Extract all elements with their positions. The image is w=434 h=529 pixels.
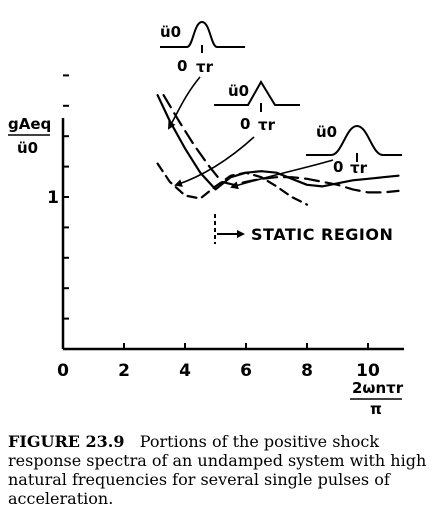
pulse-3-zero-label: 0 [333,158,343,176]
pulse-3-amplitude-label: ü0 [316,123,337,141]
pulse-1-pointer-arrow [168,76,201,130]
x-axis-title-denominator: π [370,400,382,418]
y-axis-title-denominator: ü0 [17,139,38,157]
y-axis-title-numerator: gAeq [8,115,51,133]
x-tick-label: 6 [240,361,252,381]
pulse-2-zero-label: 0 [240,115,250,133]
pulse-3-tau-label: τr [350,159,368,177]
pulse-1-amplitude-label: ü0 [160,23,181,41]
pulse-2-amplitude-label: ü0 [228,82,249,100]
pulse-2-pointer-arrow [174,136,255,187]
figure-caption-text: Portions of the positive shock response … [8,432,427,508]
pulse-3-pointer-arrow [230,159,334,190]
x-axis-title-numerator: 2ωnτr [352,379,404,397]
static-region-label: STATIC REGION [251,225,393,244]
pulse-1-zero-label: 0 [177,57,187,75]
shock-spectrum-chart: 0 2 4 6 8 10 1 gAeq ü0 2ωnτr π STATIC REGION … [8,20,404,418]
series-line-2 [162,94,400,194]
x-tick-label: 0 [57,361,69,381]
x-tick-label: 8 [301,361,313,381]
x-tick-label: 10 [356,361,380,381]
figure-caption-label: FIGURE 23.9 [8,432,125,451]
y-tick-label: 1 [47,188,59,208]
y-ticks: 1 [47,74,69,320]
pulse-shape-2: ü0 0 τr [214,80,300,134]
pulse-shape-3: ü0 0 τr [306,123,402,177]
pulse-2-tau-label: τr [258,116,276,134]
pulse-1-tau-label: τr [196,58,214,76]
series-line-3 [156,162,309,206]
series-line-1 [156,94,400,191]
pulse-shape-1: ü0 0 τr [160,20,245,76]
series-lines [156,94,400,206]
x-tick-label: 4 [179,361,191,381]
x-ticks: 0 2 4 6 8 10 [57,343,380,381]
figure-caption: FIGURE 23.9 Portions of the positive sho… [8,432,428,508]
x-tick-label: 2 [118,361,130,381]
